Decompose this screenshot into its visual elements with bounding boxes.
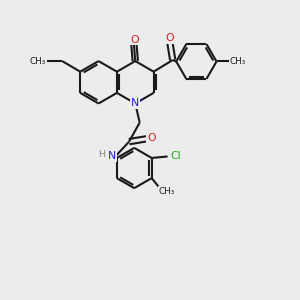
Text: O: O <box>147 133 156 143</box>
Text: CH₃: CH₃ <box>158 187 175 196</box>
Text: O: O <box>166 34 174 44</box>
Text: CH₃: CH₃ <box>30 57 46 66</box>
Text: N: N <box>108 152 116 161</box>
Text: Cl: Cl <box>170 152 181 161</box>
Text: O: O <box>130 34 139 44</box>
Text: N: N <box>130 98 139 109</box>
Text: CH₃: CH₃ <box>230 57 246 66</box>
Text: H: H <box>99 150 106 159</box>
